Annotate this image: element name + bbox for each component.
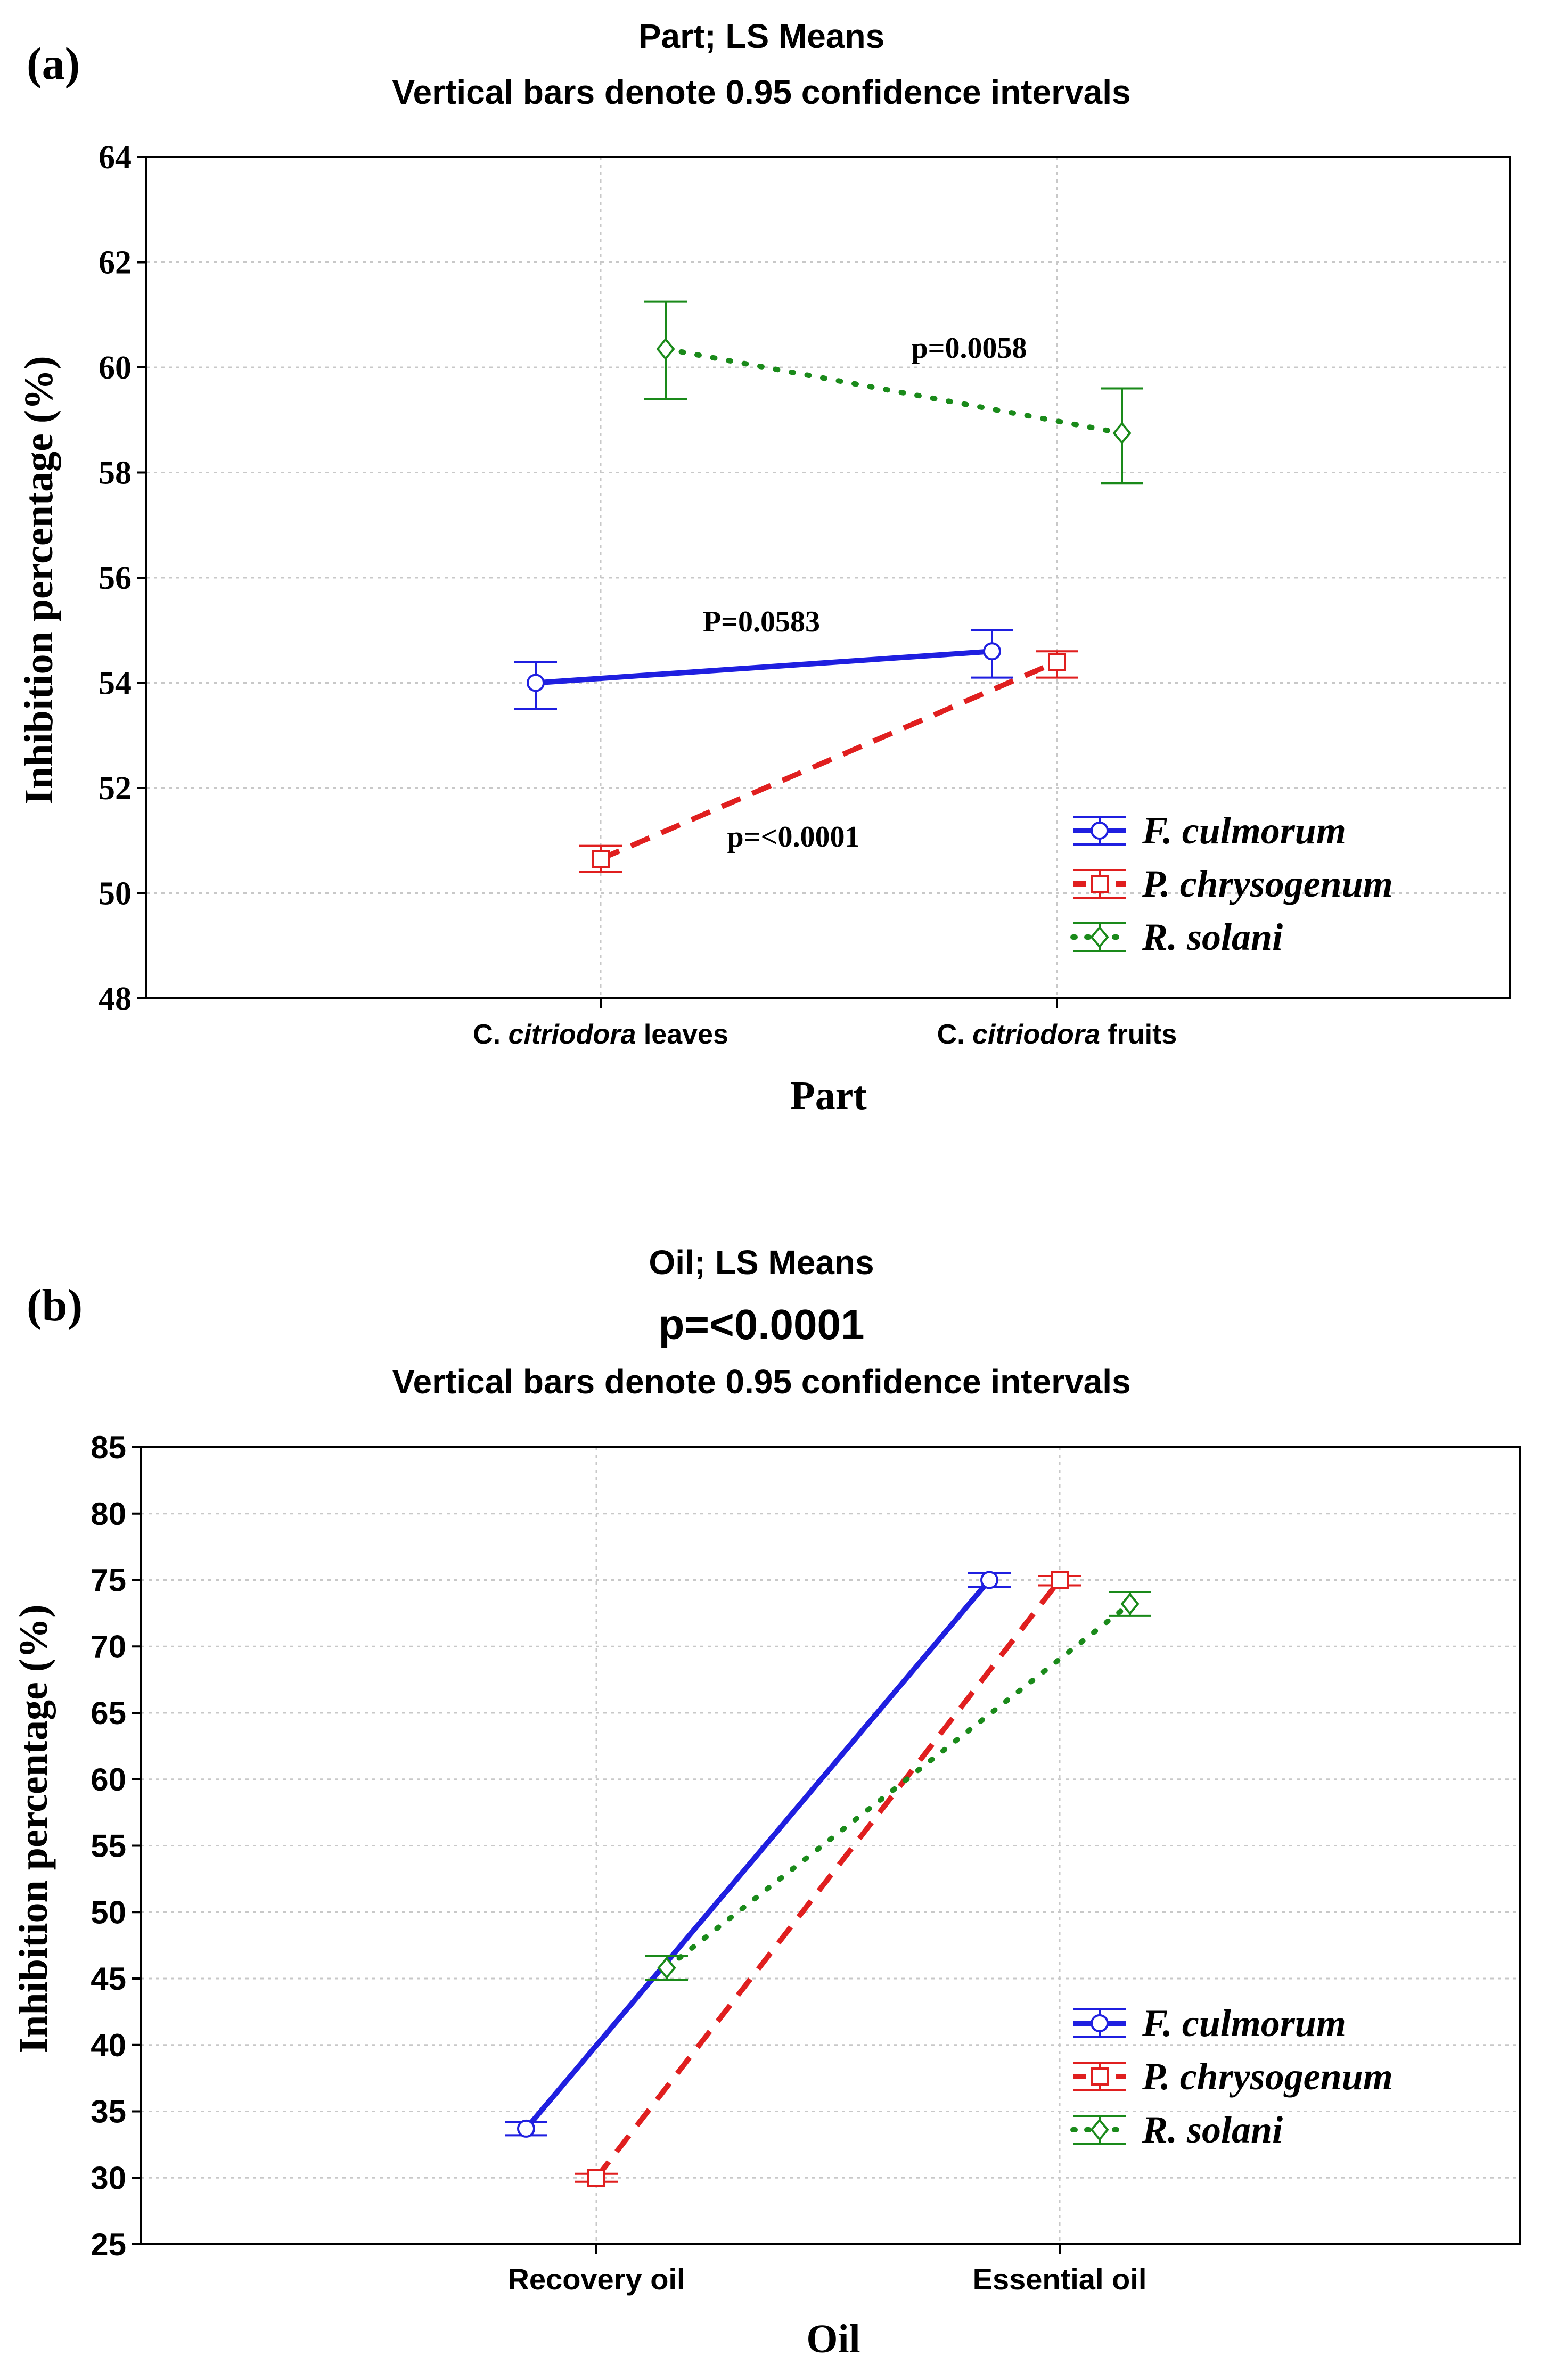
data-point-circle [527, 674, 545, 692]
y-tick-label: 70 [91, 1629, 126, 1664]
data-point-circle [517, 2119, 535, 2138]
panel-b-ylabel: Inhibition percentage (%) [11, 1604, 56, 2053]
y-tick-label: 48 [99, 981, 132, 1017]
panel-a: (a) Part; LS Means Vertical bars denote … [17, 17, 1511, 1118]
panel-b-pvalue: p=<0.0001 [659, 1301, 865, 1348]
y-tick-label: 75 [91, 1563, 126, 1598]
panel-b-plot-frame [140, 1446, 1521, 2245]
data-point-diamond [657, 1956, 676, 1980]
y-tick-label: 50 [91, 1894, 126, 1930]
series-line-rsolani [664, 1601, 1133, 1971]
series-line-rsolani [663, 346, 1125, 436]
y-tick-label: 55 [91, 1828, 126, 1864]
series-line-fculmorum [524, 1578, 991, 2131]
legend-label: F. culmorum [1142, 2002, 1346, 2045]
panel-a-plot-frame [145, 156, 1511, 999]
panel-a-series [514, 300, 1143, 873]
y-tick-label: 80 [91, 1496, 126, 1532]
y-tick-label: 45 [91, 1961, 126, 1997]
panel-b-title: Oil; LS Means [649, 1243, 874, 1282]
y-tick-label: 54 [99, 666, 132, 702]
panel-a-subtitle: Vertical bars denote 0.95 confidence int… [392, 73, 1130, 111]
panel-a-annotation-rsolani: p=0.0058 [911, 332, 1027, 365]
panel-a-title: Part; LS Means [638, 17, 884, 55]
panel-b-gridlines [141, 1447, 1520, 2244]
data-point-circle [980, 1571, 998, 1589]
panel-a-y-ticks: 48 50 52 54 56 58 60 62 64 [99, 139, 146, 1017]
series-line-pchrysogenum [594, 1578, 1062, 2180]
legend-label: R. solani [1142, 2108, 1283, 2151]
x-tick-label: C. citriodora fruits [937, 1019, 1177, 1050]
panel-a-annotation-pchrysogenum: p=<0.0001 [727, 820, 860, 853]
panel-b-subtitle: Vertical bars denote 0.95 confidence int… [392, 1363, 1130, 1401]
data-point-diamond [656, 338, 675, 360]
panel-a-label: (a) [27, 38, 80, 89]
panel-a-legend: F. culmorum P. chrysogenum R. solani [1070, 809, 1393, 958]
x-tick-label: Essential oil [973, 2262, 1147, 2296]
y-tick-label: 60 [99, 350, 132, 386]
panel-b-xlabel: Oil [806, 2317, 860, 2361]
panel-a-x-ticks: C. citriodora leaves C. citriodora fruits [473, 998, 1177, 1050]
panel-b-legend: F. culmorum P. chrysogenum R. solani [1070, 2002, 1393, 2151]
legend-marker-circle [1091, 2014, 1109, 2032]
legend-marker-square [1091, 2067, 1109, 2086]
y-tick-label: 65 [91, 1695, 126, 1731]
data-point-diamond [1112, 422, 1132, 445]
panel-a-ylabel: Inhibition percentage (%) [17, 356, 61, 805]
y-tick-label: 52 [99, 770, 132, 807]
legend-marker-circle [1091, 822, 1109, 840]
y-tick-label: 62 [99, 245, 132, 281]
y-tick-label: 30 [91, 2160, 126, 2196]
panel-a-annotation-fculmorum: P=0.0583 [703, 605, 820, 638]
y-tick-label: 58 [99, 455, 132, 491]
y-tick-label: 60 [91, 1762, 126, 1798]
legend-marker-diamond [1090, 925, 1109, 949]
legend-label: P. chrysogenum [1142, 2055, 1393, 2098]
x-tick-label: Recovery oil [507, 2262, 685, 2296]
series-line-fculmorum [535, 649, 993, 686]
panel-b-label: (b) [27, 1279, 83, 1331]
y-tick-label: 40 [91, 2028, 126, 2063]
data-point-square [1051, 1571, 1069, 1589]
y-tick-label: 85 [91, 1430, 126, 1465]
y-tick-label: 35 [91, 2094, 126, 2130]
y-tick-label: 56 [99, 560, 132, 596]
legend-marker-square [1091, 875, 1109, 893]
data-point-diamond [1120, 1593, 1140, 1615]
panel-b: (b) Oil; LS Means p=<0.0001 Vertical bar… [11, 1243, 1521, 2361]
panel-b-y-ticks: 25 30 35 40 45 50 55 60 65 70 75 80 85 [91, 1430, 141, 2262]
panel-a-xlabel: Part [790, 1073, 866, 1118]
series-line-pchrysogenum [600, 659, 1058, 861]
data-point-circle [983, 642, 1001, 661]
y-tick-label: 64 [99, 139, 132, 176]
panel-b-x-ticks: Recovery oil Essential oil [507, 2244, 1146, 2296]
data-point-square [592, 850, 610, 868]
panel-b-series [505, 1571, 1151, 2187]
legend-label: F. culmorum [1142, 809, 1346, 852]
y-tick-label: 25 [91, 2227, 126, 2262]
legend-marker-diamond [1090, 2118, 1109, 2141]
legend-label: P. chrysogenum [1142, 863, 1393, 905]
data-point-square [1048, 653, 1066, 671]
y-tick-label: 50 [99, 876, 132, 912]
x-tick-label: C. citriodora leaves [473, 1019, 728, 1050]
legend-label: R. solani [1142, 916, 1283, 958]
data-point-square [587, 2169, 605, 2187]
